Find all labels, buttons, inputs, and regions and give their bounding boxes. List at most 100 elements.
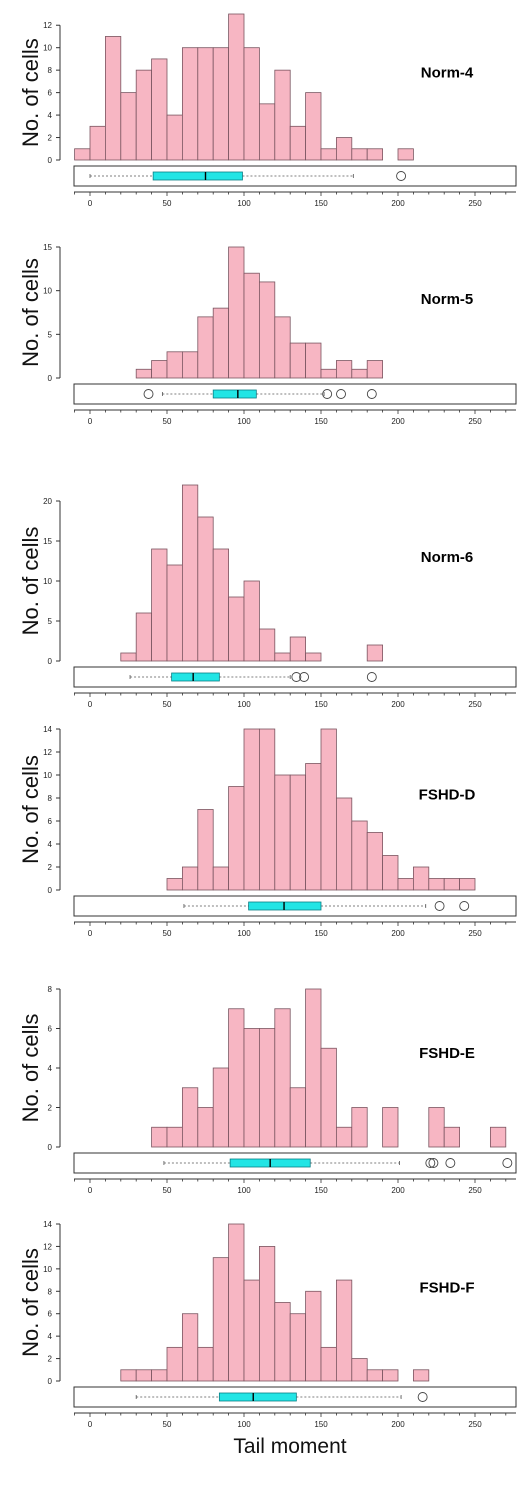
y-tick-label: 10 — [43, 577, 52, 586]
y-tick-label: 14 — [43, 725, 52, 734]
histogram-bar — [197, 316, 214, 379]
panel-title: Norm-5 — [421, 291, 474, 308]
histogram-bar — [120, 652, 137, 662]
histogram-bar — [212, 866, 229, 891]
boxplot-box — [171, 672, 220, 682]
x-tick-label: 0 — [88, 1420, 93, 1429]
histogram-bar — [335, 1279, 353, 1382]
x-tick-label: 0 — [88, 199, 93, 208]
histogram-panel: 0 2 4 6 8 10 12 14 No. of cells FSHD-D 0 50 100 150 20… — [18, 725, 517, 938]
histogram-bar — [489, 1126, 507, 1148]
boxplot-outlier — [336, 389, 346, 399]
histogram-bar — [135, 69, 152, 161]
histogram-bar — [274, 774, 291, 891]
y-tick-label: 0 — [48, 657, 53, 666]
histogram-bar — [274, 316, 291, 379]
y-tick-label: 12 — [43, 21, 52, 30]
y-axis-label: No. of cells — [18, 527, 43, 636]
histogram-bar — [397, 878, 414, 891]
histogram-bar — [305, 92, 322, 161]
histogram-bar — [351, 148, 368, 161]
y-tick-label: 5 — [48, 330, 53, 339]
histogram-bar — [197, 1346, 214, 1382]
histogram-bar — [258, 1246, 276, 1382]
histogram-bar — [412, 1369, 430, 1382]
y-axis-label: No. of cells — [18, 258, 43, 367]
histogram-bar — [243, 272, 260, 379]
x-tick-label: 200 — [391, 417, 405, 426]
histogram-bar — [289, 1313, 307, 1382]
y-tick-label: 4 — [48, 840, 53, 849]
histogram-bar — [105, 36, 122, 161]
boxplot-outlier — [417, 1392, 428, 1402]
histogram-bar — [151, 58, 168, 161]
y-tick-label: 2 — [48, 1104, 53, 1113]
x-tick-label: 0 — [88, 929, 93, 938]
boxplot-box — [152, 171, 243, 181]
x-tick-label: 250 — [468, 1420, 482, 1429]
y-tick-label: 5 — [48, 617, 53, 626]
histogram-bar — [243, 728, 260, 891]
histogram-bar — [366, 832, 384, 891]
x-tick-label: 100 — [237, 199, 251, 208]
histogram-bar — [320, 1047, 337, 1148]
histogram-bar — [181, 1087, 199, 1148]
y-axis-label: No. of cells — [18, 1248, 43, 1357]
histogram-bar — [366, 148, 384, 161]
histogram-bar — [320, 148, 337, 161]
x-tick-label: 100 — [237, 929, 251, 938]
histogram-bar — [197, 516, 214, 662]
y-tick-label: 0 — [48, 886, 53, 895]
histogram-bar — [428, 878, 445, 891]
y-tick-label: 8 — [48, 66, 53, 75]
y-tick-label: 20 — [43, 497, 52, 506]
histogram-bar — [412, 866, 430, 891]
x-tick-label: 200 — [391, 1420, 405, 1429]
histogram-bar — [335, 797, 353, 891]
histogram-bar — [289, 774, 307, 891]
histogram-bar — [335, 360, 353, 379]
histogram-bar — [305, 988, 322, 1148]
histogram-panel: 0 2 4 6 8 No. of cells FSHD-E 0 50 100 150 200 250 — [18, 985, 517, 1195]
histogram-bar — [181, 47, 199, 161]
histogram-bar — [197, 47, 214, 161]
histogram-bar — [181, 866, 199, 891]
histogram-bar — [151, 1126, 168, 1148]
y-tick-label: 10 — [43, 44, 52, 53]
y-tick-label: 6 — [48, 89, 53, 98]
histogram-bar — [289, 636, 307, 662]
histogram-bar — [120, 92, 137, 161]
x-tick-label: 0 — [88, 700, 93, 709]
histogram-bar — [228, 596, 245, 662]
histogram-bar — [351, 1107, 368, 1148]
boxplot-outlier — [299, 672, 310, 682]
x-tick-label: 250 — [468, 700, 482, 709]
panel-title: FSHD-D — [419, 786, 476, 803]
boxplot-frame — [73, 1386, 517, 1408]
histogram-bar — [181, 1313, 199, 1382]
histogram-bar — [289, 342, 307, 379]
boxplot-frame — [73, 383, 517, 405]
histogram-bar — [428, 1107, 445, 1148]
histogram-bar — [135, 1369, 152, 1382]
histogram-bar — [135, 612, 152, 662]
histogram-bar — [243, 1028, 260, 1148]
histogram-bar — [366, 644, 384, 662]
x-tick-label: 200 — [391, 1186, 405, 1195]
histogram-panel: 0 5 10 15 20 No. of cells Norm-6 0 50 100 150 200 25… — [18, 484, 517, 709]
y-tick-label: 15 — [43, 243, 52, 252]
y-tick-label: 4 — [48, 111, 53, 120]
x-tick-label: 50 — [163, 199, 172, 208]
boxplot-outlier — [396, 171, 407, 181]
histogram-bar — [382, 1107, 399, 1148]
boxplot-box — [248, 901, 322, 911]
histogram-bar — [351, 368, 368, 379]
boxplot-outlier — [143, 389, 154, 399]
y-tick-label: 10 — [43, 287, 52, 296]
histogram-bar — [181, 484, 199, 662]
histogram-bar — [320, 1346, 337, 1382]
histogram-bar — [74, 148, 91, 161]
y-axis-label: No. of cells — [18, 755, 43, 864]
